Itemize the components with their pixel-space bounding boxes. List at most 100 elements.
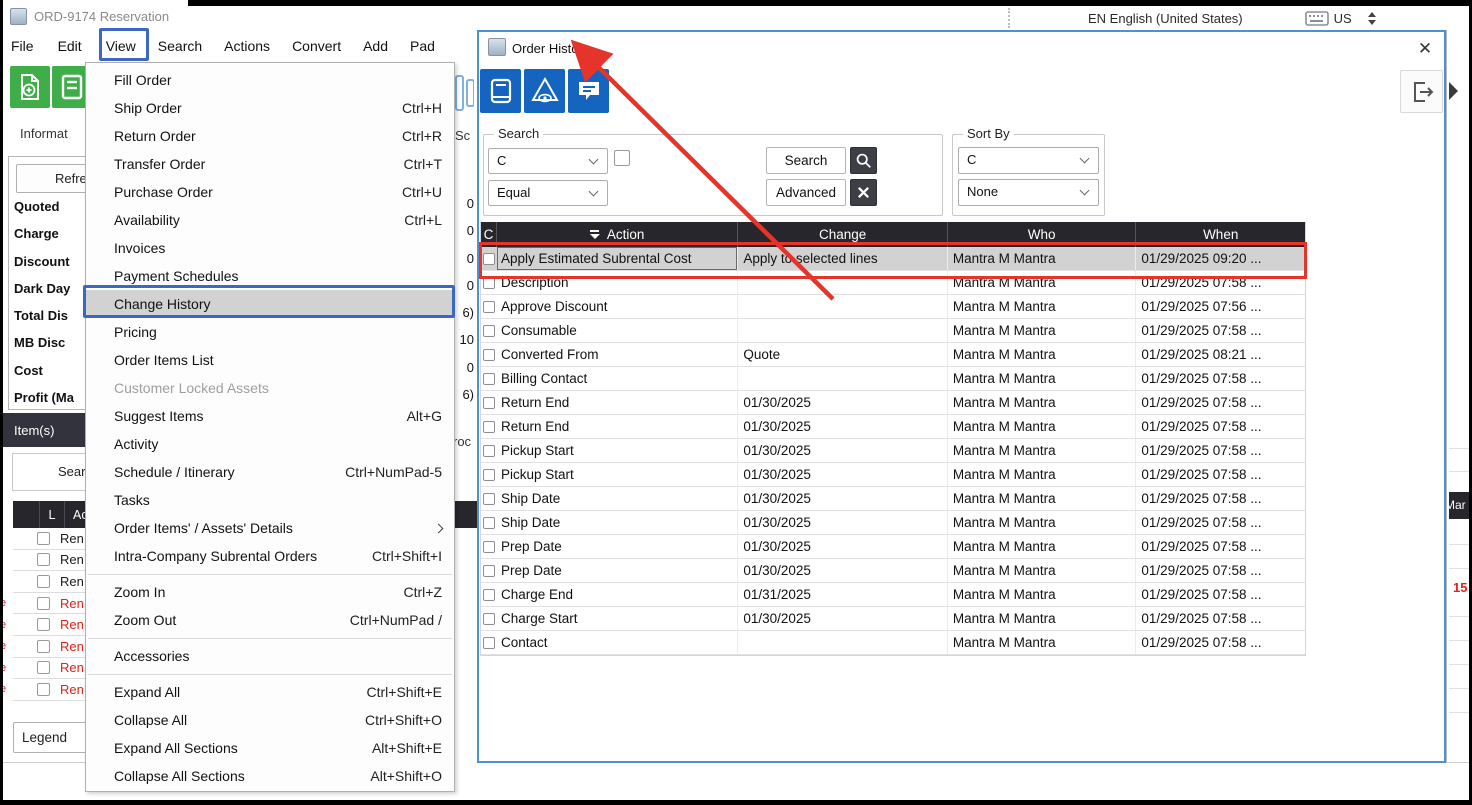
table-row[interactable]: Return End 01/30/2025 Mantra M Mantra 01…: [481, 391, 1305, 415]
menubar-item[interactable]: Edit: [57, 38, 82, 54]
notes-button[interactable]: [480, 69, 521, 113]
row-checkbox[interactable]: [482, 588, 495, 601]
menu-item[interactable]: Ship Order Ctrl+H: [86, 94, 454, 122]
row-checkbox[interactable]: [482, 540, 495, 553]
menubar-item[interactable]: Add: [363, 38, 389, 54]
menu-item[interactable]: Expand All Sections Alt+Shift+E: [86, 734, 454, 762]
menu-item[interactable]: Change History: [86, 290, 454, 318]
row-checkbox[interactable]: [482, 324, 495, 337]
language-bar[interactable]: EN English (United States) US: [1008, 5, 1445, 31]
menu-item[interactable]: Order Items List: [86, 346, 454, 374]
row-checkbox[interactable]: [482, 492, 495, 505]
menu-item[interactable]: Collapse All Ctrl+Shift+O: [86, 706, 454, 734]
search-button[interactable]: Search: [766, 147, 846, 174]
menu-item[interactable]: Activity: [86, 430, 454, 458]
menu-item[interactable]: Collapse All Sections Alt+Shift+O: [86, 762, 454, 790]
menu-item[interactable]: Expand All Ctrl+Shift+E: [86, 678, 454, 706]
menu-item[interactable]: Intra-Company Subrental Orders Ctrl+Shif…: [86, 542, 454, 570]
row-checkbox[interactable]: [482, 420, 495, 433]
menu-item[interactable]: Customer Locked Assets: [86, 374, 454, 402]
row-checkbox[interactable]: [482, 252, 495, 265]
row-checkbox[interactable]: [482, 612, 495, 625]
row-checkbox[interactable]: [482, 348, 495, 361]
row-checkbox[interactable]: [37, 596, 50, 610]
table-row[interactable]: Ship Date 01/30/2025 Mantra M Mantra 01/…: [481, 511, 1305, 535]
search-field-select[interactable]: C: [488, 148, 608, 174]
menu-item[interactable]: Order Items' / Assets' Details: [86, 514, 454, 542]
menu-item[interactable]: Transfer Order Ctrl+T: [86, 150, 454, 178]
sort-field-select[interactable]: C: [958, 147, 1099, 174]
language-label[interactable]: EN English (United States): [1088, 10, 1243, 26]
menu-item[interactable]: Zoom In Ctrl+Z: [86, 578, 454, 606]
row-checkbox[interactable]: [37, 682, 50, 696]
row-checkbox[interactable]: [482, 444, 495, 457]
availability-warning-button[interactable]: [524, 69, 565, 113]
row-checkbox[interactable]: [482, 636, 495, 649]
menubar-item[interactable]: Pad: [410, 38, 435, 54]
menu-item[interactable]: Availability Ctrl+L: [86, 206, 454, 234]
row-checkbox[interactable]: [482, 396, 495, 409]
menubar-item[interactable]: Actions: [224, 38, 271, 54]
row-checkbox[interactable]: [482, 300, 495, 313]
menu-item[interactable]: Schedule / Itinerary Ctrl+NumPad-5: [86, 458, 454, 486]
column-l[interactable]: L: [48, 507, 56, 522]
menu-item[interactable]: Purchase Order Ctrl+U: [86, 178, 454, 206]
table-row[interactable]: Contact Mantra M Mantra 01/29/2025 07:58…: [481, 631, 1305, 655]
menubar-item[interactable]: Search: [157, 38, 203, 54]
table-row[interactable]: Return End 01/30/2025 Mantra M Mantra 01…: [481, 415, 1305, 439]
table-row[interactable]: Consumable Mantra M Mantra 01/29/2025 07…: [481, 319, 1305, 343]
new-order-button[interactable]: [10, 66, 50, 108]
row-checkbox[interactable]: [37, 618, 50, 632]
sort-direction-select[interactable]: None: [958, 179, 1099, 206]
export-button[interactable]: [1400, 70, 1443, 113]
table-row[interactable]: Ship Date 01/30/2025 Mantra M Mantra 01/…: [481, 487, 1305, 511]
menubar-item[interactable]: File: [11, 38, 34, 54]
menu-item[interactable]: Accessories: [86, 642, 454, 670]
menu-item-label: Purchase Order: [114, 184, 213, 200]
menubar-item[interactable]: Convert: [292, 38, 342, 54]
row-checkbox[interactable]: [482, 516, 495, 529]
menu-item[interactable]: Pricing: [86, 318, 454, 346]
row-checkbox[interactable]: [482, 564, 495, 577]
table-row[interactable]: Pickup Start 01/30/2025 Mantra M Mantra …: [481, 463, 1305, 487]
row-checkbox[interactable]: [37, 553, 50, 567]
language-options-spinner[interactable]: [1367, 11, 1376, 25]
tab-information[interactable]: Informat: [20, 126, 68, 141]
row-checkbox[interactable]: [37, 574, 50, 588]
row-checkbox[interactable]: [37, 661, 50, 675]
menu-item[interactable]: [86, 570, 454, 578]
menu-item[interactable]: Zoom Out Ctrl+NumPad /: [86, 606, 454, 634]
menu-item[interactable]: Payment Schedules: [86, 262, 454, 290]
menu-item[interactable]: [86, 670, 454, 678]
table-row[interactable]: Prep Date 01/30/2025 Mantra M Mantra 01/…: [481, 559, 1305, 583]
column-header-when[interactable]: When: [1203, 227, 1239, 242]
menubar-item[interactable]: View: [105, 38, 136, 54]
table-row[interactable]: Converted From Quote Mantra M Mantra 01/…: [481, 343, 1305, 367]
menu-item[interactable]: Return Order Ctrl+R: [86, 122, 454, 150]
row-checkbox[interactable]: [482, 372, 495, 385]
table-row[interactable]: Charge Start 01/30/2025 Mantra M Mantra …: [481, 607, 1305, 631]
column-header-who[interactable]: Who: [948, 222, 1137, 247]
table-row[interactable]: Billing Contact Mantra M Mantra 01/29/20…: [481, 367, 1305, 391]
table-row[interactable]: Approve Discount Mantra M Mantra 01/29/2…: [481, 295, 1305, 319]
row-checkbox[interactable]: [482, 468, 495, 481]
menu-item[interactable]: [86, 634, 454, 642]
comments-button[interactable]: [568, 69, 609, 113]
menu-item[interactable]: Invoices: [86, 234, 454, 262]
table-row[interactable]: Charge End 01/31/2025 Mantra M Mantra 01…: [481, 583, 1305, 607]
close-icon[interactable]: ✕: [1417, 39, 1433, 58]
table-row[interactable]: Pickup Start 01/30/2025 Mantra M Mantra …: [481, 439, 1305, 463]
search-icon-button[interactable]: [850, 147, 877, 174]
column-header-c[interactable]: C: [481, 222, 497, 247]
search-operator-select[interactable]: Equal: [488, 180, 608, 206]
menu-item[interactable]: Suggest Items Alt+G: [86, 402, 454, 430]
row-checkbox[interactable]: [37, 639, 50, 653]
row-checkbox[interactable]: [37, 531, 50, 545]
table-row[interactable]: Prep Date 01/30/2025 Mantra M Mantra 01/…: [481, 535, 1305, 559]
menu-item[interactable]: Tasks: [86, 486, 454, 514]
menu-item[interactable]: Fill Order: [86, 66, 454, 94]
keyboard-layout-label[interactable]: US: [1333, 10, 1352, 26]
clear-search-button[interactable]: [850, 179, 877, 206]
search-option-checkbox[interactable]: [614, 150, 630, 166]
advanced-button[interactable]: Advanced: [766, 179, 846, 206]
